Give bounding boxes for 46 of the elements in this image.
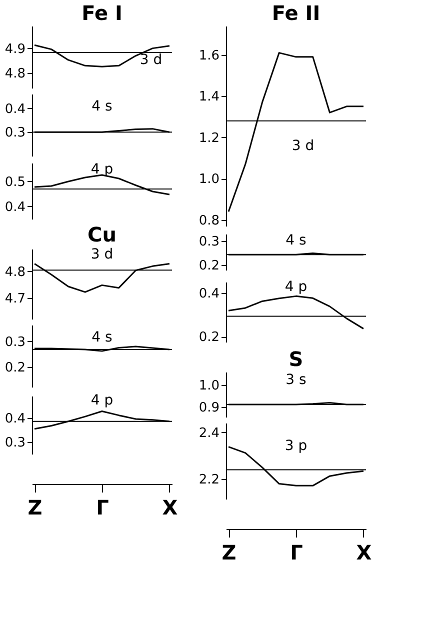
annotation: 3 d [292, 138, 314, 154]
y-tick-label: 0.2 [4, 360, 26, 376]
annotation: 3 s [286, 372, 306, 388]
y-tick-label: 0.3 [4, 435, 26, 450]
annotation: 4 p [90, 392, 114, 409]
y-tick-label: 0.4 [4, 411, 26, 426]
y-tick-label: 4.8 [4, 66, 26, 82]
x-tick-label: Z [222, 540, 236, 564]
y-tick-label: 1.6 [198, 48, 220, 64]
x-tick-label: Γ [96, 496, 110, 520]
annotation: 4 p [90, 162, 114, 178]
y-tick-label: 0.3 [4, 334, 26, 350]
y-tick-label: 0.5 [4, 175, 26, 190]
y-tick-label: 1.4 [198, 90, 220, 105]
x-tick-label: X [356, 540, 372, 564]
y-tick-label: 0.4 [198, 286, 220, 302]
y-tick-label: 2.2 [198, 472, 220, 488]
y-tick-label: 0.3 [198, 234, 220, 250]
y-tick-label: 0.4 [4, 102, 26, 117]
x-tick-label: Γ [290, 540, 304, 564]
y-tick-label: 2.4 [198, 426, 220, 441]
y-tick-label: 0.2 [198, 330, 220, 346]
annotation: 4 s [286, 232, 306, 248]
annotation: 3 p [284, 438, 308, 454]
annotation: 3 d [90, 246, 114, 263]
annotation: 3 d [140, 52, 162, 68]
y-tick-label: 1.2 [198, 130, 220, 146]
y-tick-label: 1.0 [198, 172, 220, 188]
annotation: 4 p [284, 278, 308, 295]
chart-title: Fe I [82, 1, 122, 25]
y-tick-label: 0.4 [4, 200, 26, 215]
y-tick-label: 0.8 [198, 213, 220, 228]
y-tick-label: 4.9 [4, 42, 26, 57]
y-tick-label: 1.0 [198, 378, 220, 394]
annotation: 4 s [92, 98, 112, 114]
y-tick-label: 0.3 [4, 126, 26, 141]
x-tick-label: Z [28, 496, 42, 520]
y-tick-label: 4.8 [4, 264, 26, 280]
chart-title: Cu [88, 222, 116, 247]
y-tick-label: 0.2 [198, 258, 220, 274]
chart-title: Fe II [272, 1, 320, 25]
annotation: 4 s [92, 329, 112, 346]
chart-title: S [288, 347, 304, 371]
y-tick-label: 0.9 [198, 400, 220, 416]
x-tick-label: X [162, 496, 178, 520]
y-tick-label: 4.7 [4, 291, 26, 306]
